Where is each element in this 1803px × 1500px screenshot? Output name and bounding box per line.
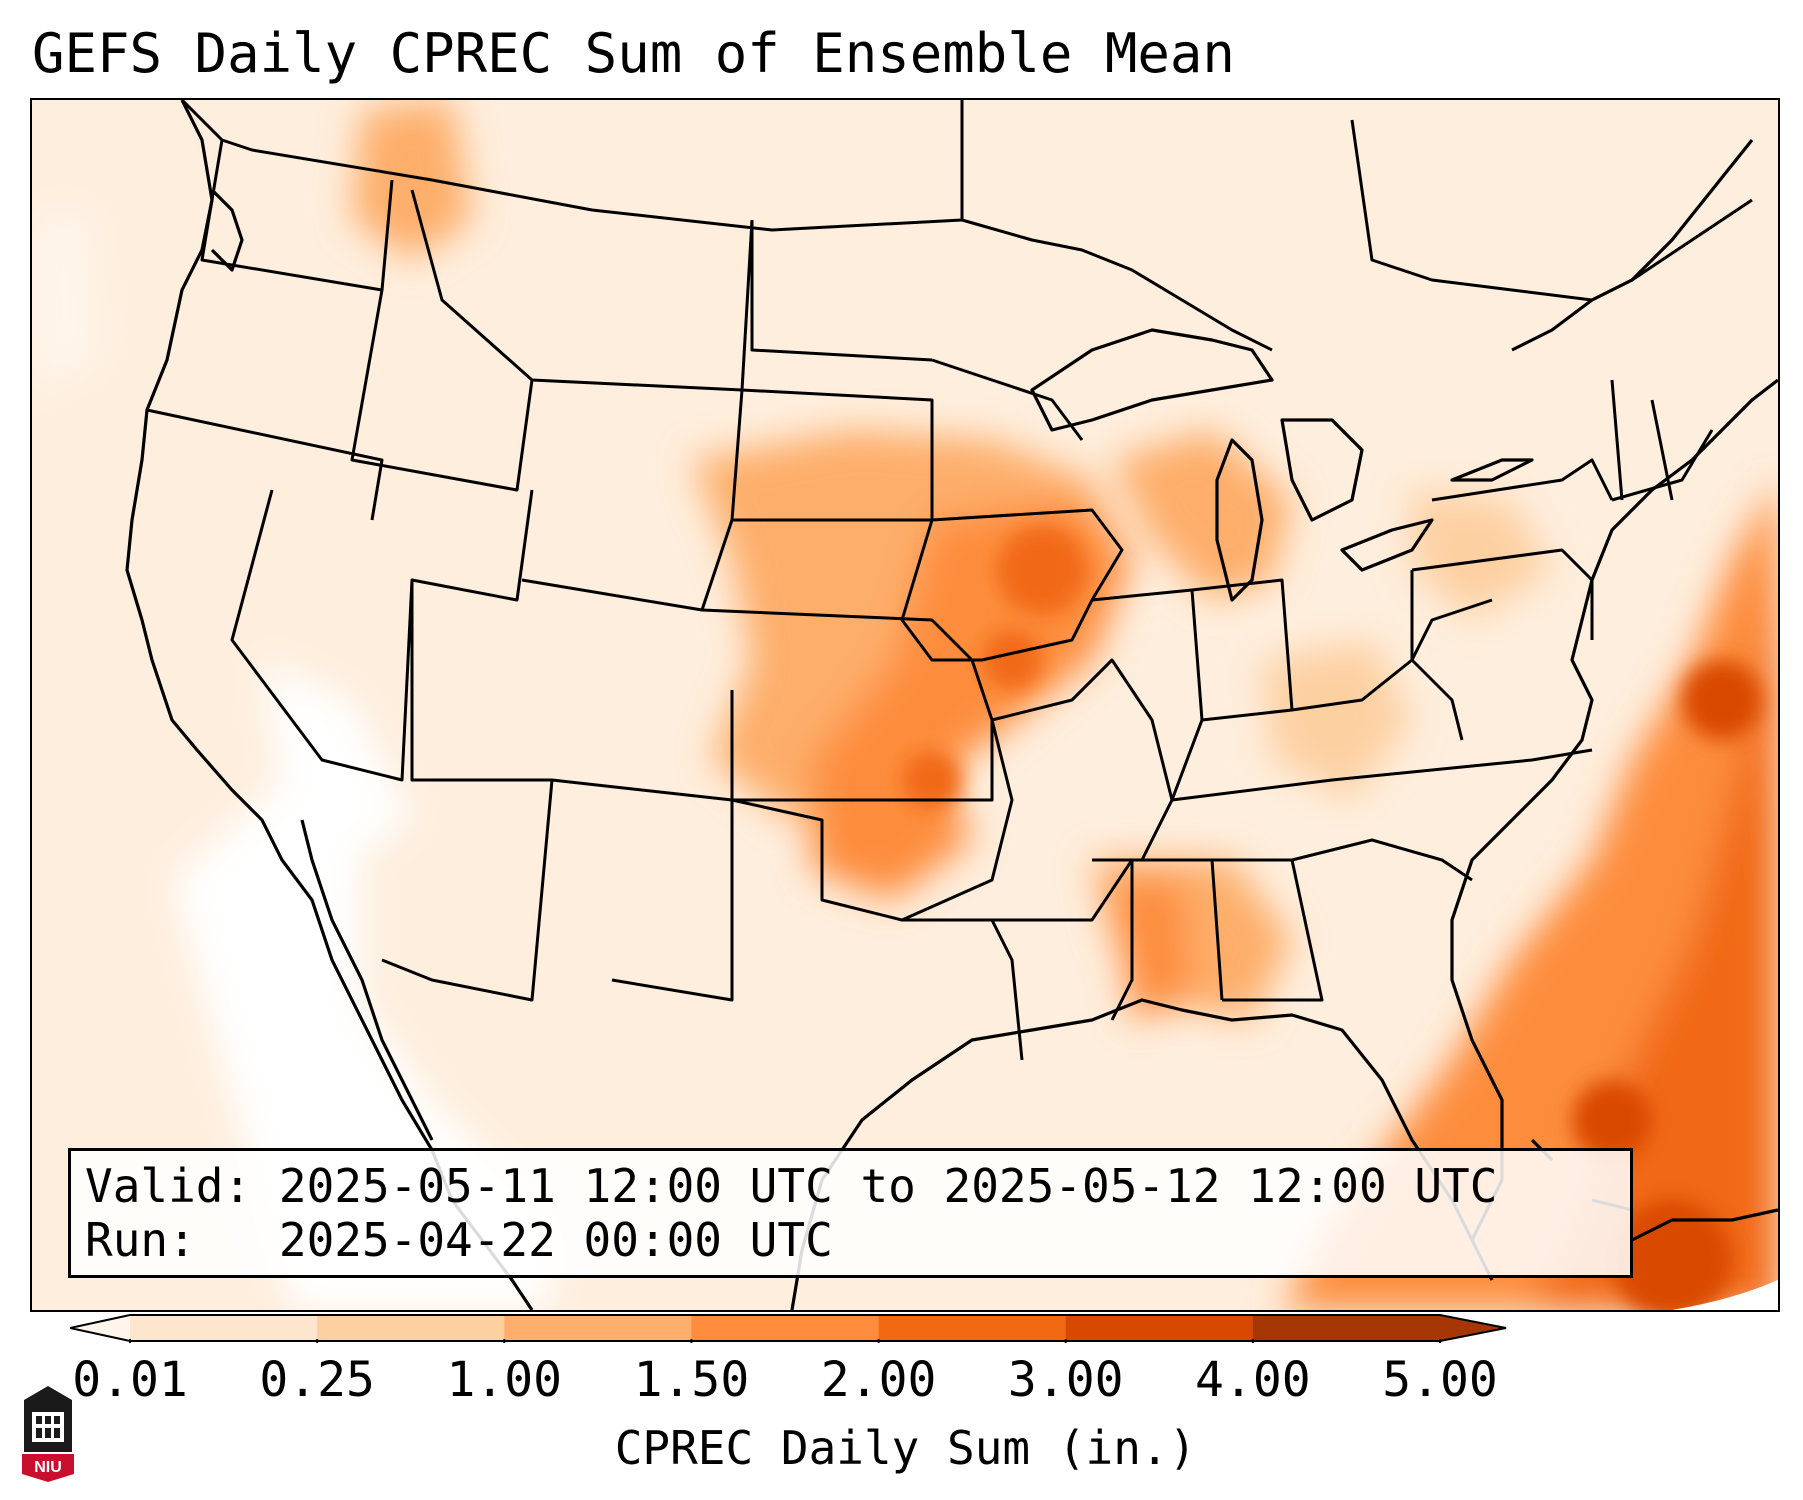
chart-title: GEFS Daily CPREC Sum of Ensemble Mean (32, 22, 1235, 85)
map-panel (30, 98, 1780, 1312)
colorbar-segment (1065, 1315, 1254, 1341)
colorbar-segment (504, 1315, 692, 1341)
precip-maxima (902, 525, 1762, 1310)
valid-run-info-box: Valid: 2025-05-11 12:00 UTC to 2025-05-1… (68, 1148, 1633, 1278)
colorbar-tick-label: 5.00 (1382, 1352, 1498, 1408)
colorbar-tick-label: 1.00 (446, 1352, 563, 1408)
colorbar-segment (691, 1315, 880, 1341)
colorbar-tick-labels: 0.01 0.25 1.00 1.50 2.00 3.00 4.00 5.00 (0, 1352, 1803, 1412)
colorbar-tick-marks (129, 1339, 1441, 1343)
precip-field (32, 100, 1778, 1310)
university-seal-icon: NIU (22, 1386, 74, 1482)
colorbar-tick-label: 0.01 (72, 1352, 188, 1408)
state-borders (146, 100, 1753, 1061)
colorbar-tick-label: 3.00 (1007, 1352, 1124, 1408)
precip-map (32, 100, 1778, 1310)
colorbar-extend-low (70, 1315, 130, 1341)
run-line: Run: 2025-04-22 00:00 UTC (85, 1213, 1616, 1267)
valid-time-range: 2025-05-11 12:00 UTC to 2025-05-12 12:00… (278, 1159, 1498, 1213)
colorbar-label-text: CPREC Daily Sum (in.) (614, 1421, 1197, 1475)
logo-text: NIU (34, 1459, 62, 1476)
colorbar (70, 1314, 1507, 1343)
valid-label: Valid: (85, 1159, 252, 1213)
colorbar-segment (317, 1315, 505, 1341)
colorbar-tick-label: 1.50 (633, 1352, 750, 1408)
colorbar-segment (878, 1315, 1067, 1341)
colorbar-segment (1252, 1315, 1441, 1341)
colorbar-tick-label: 0.25 (259, 1352, 375, 1408)
colorbar-extend-high (1440, 1315, 1506, 1341)
colorbar-tick-label: 4.00 (1195, 1352, 1311, 1408)
run-label: Run: (85, 1213, 196, 1267)
colorbar-segments (70, 1315, 1506, 1341)
valid-line: Valid: 2025-05-11 12:00 UTC to 2025-05-1… (85, 1159, 1616, 1213)
colorbar-label: CPREC Daily Sum (in.) (0, 1420, 1803, 1476)
colorbar-segment (130, 1315, 318, 1341)
colorbar-tick-label: 2.00 (820, 1352, 937, 1408)
run-time: 2025-04-22 00:00 UTC (278, 1213, 833, 1267)
